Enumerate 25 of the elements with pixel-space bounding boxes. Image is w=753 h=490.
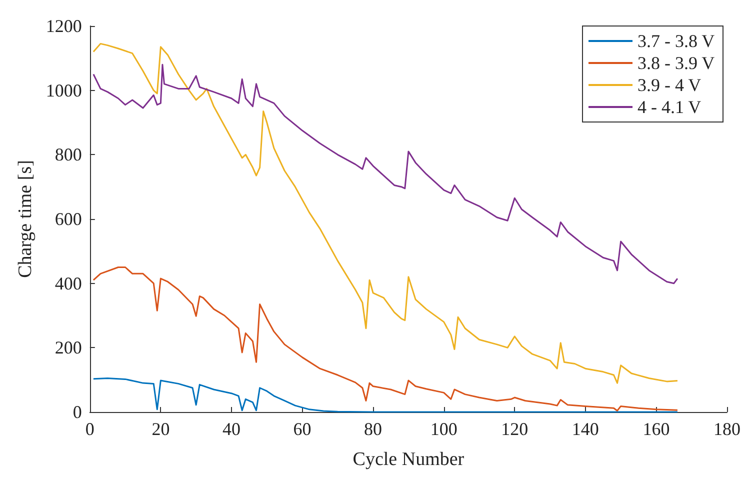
x-tick-label: 160 xyxy=(642,419,670,439)
y-tick-label: 400 xyxy=(54,273,82,294)
y-tick-label: 600 xyxy=(54,209,82,229)
x-tick-label: 40 xyxy=(222,419,240,439)
line-series xyxy=(92,266,678,412)
line-series xyxy=(92,377,678,413)
legend-label: 4 - 4.1 V xyxy=(638,97,702,117)
y-tick-label: 1200 xyxy=(46,16,82,36)
x-tick-label: 100 xyxy=(430,419,458,439)
legend-label: 3.8 - 3.9 V xyxy=(638,53,715,73)
y-axis-title: Charge time [s] xyxy=(15,160,36,278)
x-tick-label: 20 xyxy=(152,419,170,439)
y-tick-label: 200 xyxy=(54,338,82,358)
y-tick-label: 0 xyxy=(72,402,82,422)
y-tick-label: 1000 xyxy=(46,80,82,100)
x-tick-label: 60 xyxy=(293,419,312,439)
legend-label: 3.9 - 4 V xyxy=(638,75,702,95)
x-tick-label: 0 xyxy=(85,419,94,439)
x-tick-label: 180 xyxy=(714,419,740,439)
y-tick-label: 800 xyxy=(54,144,82,165)
x-tick-label: 140 xyxy=(572,419,599,439)
x-tick-label: 80 xyxy=(364,419,382,439)
x-tick-label: 120 xyxy=(501,419,528,439)
legend-label: 3.7 - 3.8 V xyxy=(638,31,715,51)
x-axis-title: Cycle Number xyxy=(352,449,465,470)
